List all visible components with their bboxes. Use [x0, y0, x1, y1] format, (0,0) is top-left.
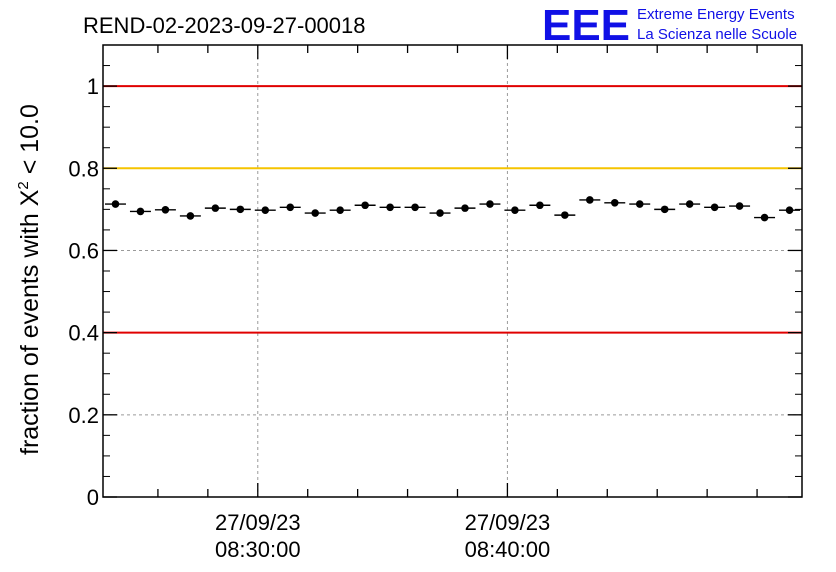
data-point	[679, 200, 701, 208]
data-marker	[286, 203, 295, 212]
data-point	[779, 206, 800, 214]
data-marker	[486, 200, 494, 208]
data-point	[429, 209, 451, 217]
data-marker	[211, 204, 220, 212]
data-marker	[610, 198, 619, 207]
y-axis-label-superscript: 2	[15, 181, 32, 189]
data-point	[604, 198, 626, 207]
y-axis-label: fraction of events with X2 < 10.0	[15, 104, 44, 455]
data-marker	[136, 207, 145, 216]
x-tick-label-time: 08:30:00	[215, 537, 301, 562]
data-point	[329, 206, 351, 214]
data-marker	[536, 201, 544, 210]
data-point	[129, 207, 151, 216]
y-tick-label: 0.6	[68, 238, 99, 263]
data-marker	[635, 200, 644, 208]
data-point	[354, 201, 376, 210]
x-tick-label-time: 08:40:00	[465, 537, 551, 562]
logo-line2: La Scienza nelle Scuole	[637, 26, 797, 43]
eee-logo: EEE Extreme Energy Events La Scienza nel…	[542, 1, 797, 50]
data-marker	[186, 212, 195, 220]
y-tick-label: 0	[87, 485, 99, 510]
data-marker	[236, 205, 245, 214]
y-tick-label: 0.8	[68, 156, 99, 181]
logo-mark: EEE	[542, 1, 630, 50]
data-marker	[411, 203, 419, 212]
data-point	[279, 203, 301, 212]
data-point	[504, 206, 526, 214]
data-point	[454, 204, 476, 212]
data-marker	[660, 205, 669, 214]
data-point	[629, 200, 651, 208]
data-point	[654, 205, 676, 214]
data-point	[105, 200, 126, 208]
data-marker	[386, 203, 394, 212]
data-marker	[586, 196, 594, 204]
data-marker	[261, 206, 270, 214]
grid	[103, 45, 802, 497]
data-marker	[785, 206, 794, 214]
data-point	[754, 213, 776, 222]
data-marker	[436, 209, 444, 217]
data-point	[529, 201, 551, 210]
data-point	[229, 205, 251, 214]
data-marker	[511, 206, 519, 214]
data-marker	[685, 200, 694, 208]
data-point	[579, 196, 601, 204]
reference-lines	[103, 85, 802, 334]
axes: 00.20.40.60.8127/09/2308:30:0027/09/2308…	[68, 44, 803, 562]
plot-frame	[102, 44, 803, 498]
data-point	[479, 200, 501, 208]
y-tick-label: 0.4	[68, 321, 99, 346]
data-marker	[461, 204, 469, 212]
data-marker	[710, 203, 719, 212]
y-tick-label: 0.2	[68, 403, 99, 428]
data-point	[704, 203, 726, 212]
y-axis-label-main: fraction of events with X	[16, 189, 44, 455]
data-marker	[760, 213, 769, 222]
data-marker	[561, 211, 569, 219]
data-point	[254, 206, 276, 214]
data-point	[404, 203, 426, 212]
data-marker	[311, 209, 319, 217]
data-point	[379, 203, 401, 212]
data-point	[179, 212, 201, 220]
data-point	[729, 202, 751, 210]
data-marker	[336, 206, 344, 214]
x-tick-label-date: 27/09/23	[215, 510, 301, 535]
data-marker	[735, 202, 744, 210]
data-marker	[361, 201, 369, 210]
data-point	[204, 204, 226, 212]
chart-title: REND-02-2023-09-27-00018	[83, 13, 366, 38]
data-points	[105, 196, 800, 222]
data-point	[154, 205, 176, 214]
y-tick-label: 1	[87, 74, 99, 99]
data-marker	[111, 200, 120, 208]
y-axis-label-tail: < 10.0	[16, 104, 44, 181]
data-point	[554, 211, 576, 219]
data-point	[304, 209, 326, 217]
x-tick-label-date: 27/09/23	[465, 510, 551, 535]
logo-line1: Extreme Energy Events	[637, 6, 795, 23]
data-marker	[161, 205, 170, 214]
